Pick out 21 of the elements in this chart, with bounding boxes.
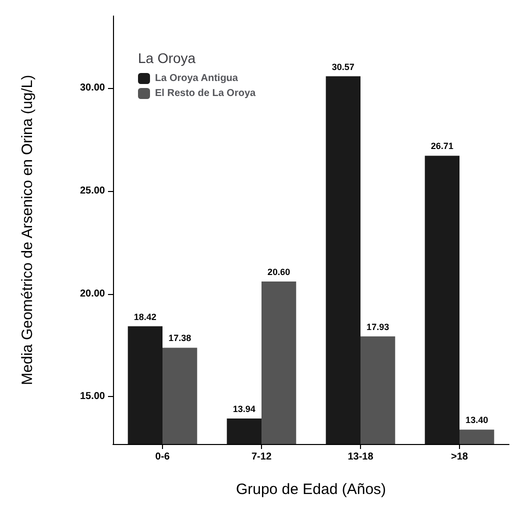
data-label: 30.57: [332, 62, 354, 72]
data-label: 13.40: [466, 415, 488, 426]
x-tick-label: 7-12: [251, 452, 272, 462]
legend-label: La Oroya Antigua: [155, 73, 238, 84]
y-axis-title: Media Geométrico de Arsenico en Orina (ug/L): [19, 74, 36, 386]
data-label: 26.71: [430, 141, 454, 152]
legend-label: El Resto de La Oroya: [155, 88, 256, 99]
x-axis-title: Grupo de Edad (Años): [236, 481, 386, 498]
y-tick-label: 30.00: [80, 82, 106, 94]
data-label: 17.38: [168, 333, 192, 344]
x-tick-label: >18: [451, 452, 468, 462]
data-label: 13.94: [232, 404, 256, 414]
y-tick-label: 25.00: [80, 185, 106, 196]
data-label: 20.60: [268, 266, 290, 277]
data-label: 18.42: [134, 312, 156, 322]
y-tick-label: 15.00: [80, 391, 106, 402]
legend-title: La Oroya: [138, 50, 196, 66]
x-tick-label: 13-18: [348, 452, 374, 462]
y-tick-label: 20.00: [80, 288, 106, 300]
data-label: 17.93: [366, 322, 390, 332]
x-tick-label: 0-6: [155, 452, 170, 462]
